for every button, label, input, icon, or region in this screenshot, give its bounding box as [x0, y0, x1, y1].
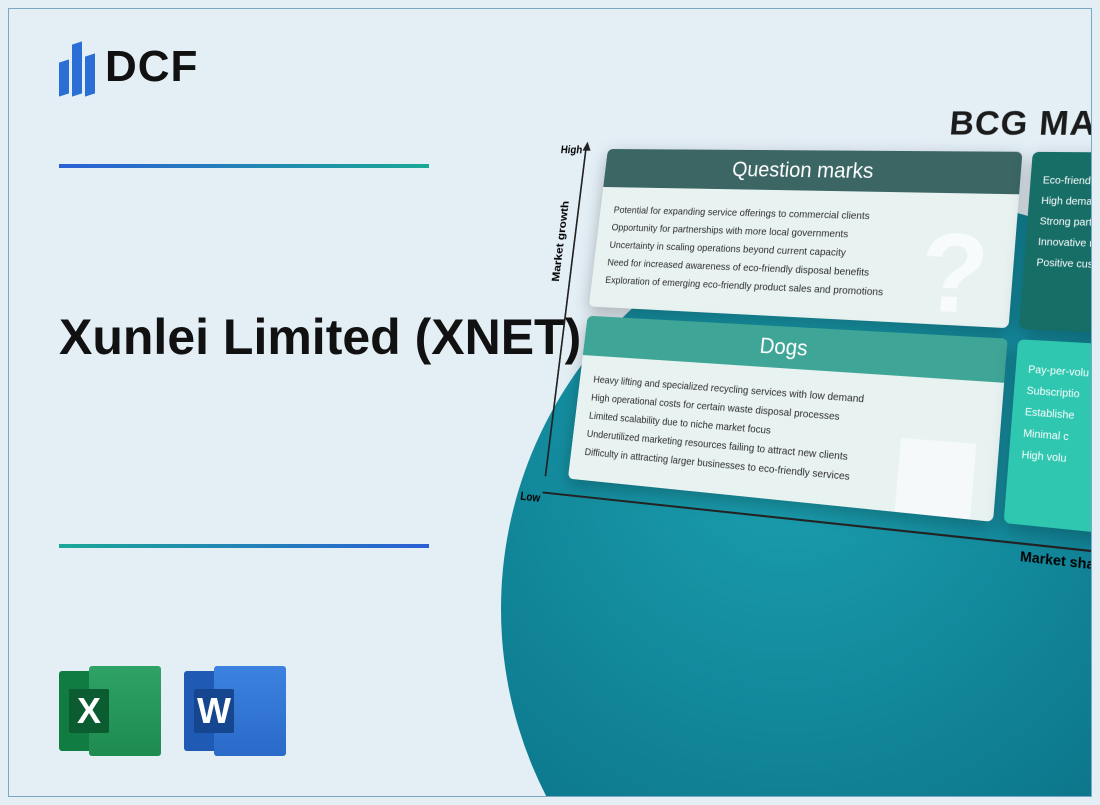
- list-item: Potential for expanding service offering…: [613, 205, 1001, 226]
- brand-logo: DCF: [59, 39, 198, 95]
- card-frame: DCF Xunlei Limited (XNET) X W BCG MATRIX…: [8, 8, 1092, 797]
- matrix-grid: High Low Market growth Market share Ques…: [568, 149, 1092, 541]
- divider-bottom: [59, 544, 429, 548]
- list-item: Positive customer: [1036, 257, 1092, 274]
- company-title: Xunlei Limited (XNET): [59, 309, 581, 367]
- excel-icon[interactable]: X: [59, 661, 159, 761]
- quadrant-question-marks: Question marks ? Potential for expanding…: [589, 149, 1023, 328]
- brand-name: DCF: [105, 42, 198, 92]
- quadrant-cash-partial: Pay-per-volu Subscriptio Establishe Mini…: [1003, 339, 1092, 541]
- list-item: High demand among: [1041, 196, 1092, 210]
- app-icons-row: X W: [59, 661, 284, 761]
- list-item: Establishe: [1024, 407, 1092, 430]
- list-item: Strong partnerships: [1039, 216, 1092, 231]
- logo-bars-icon: [59, 39, 95, 95]
- list-item: High volu: [1021, 449, 1092, 474]
- bcg-matrix: BCG MATRIX High Low Market growth Market…: [568, 104, 1092, 541]
- word-icon[interactable]: W: [184, 661, 284, 761]
- label-high: High: [560, 143, 583, 156]
- list-item: Subscriptio: [1026, 385, 1092, 407]
- list-item: Minimal c: [1023, 428, 1092, 452]
- list-item: Eco-friendly junk remo: [1042, 175, 1092, 188]
- quadrant-stars-partial: Eco-friendly junk remo High demand among…: [1019, 152, 1092, 338]
- list-item: Pay-per-volu: [1028, 364, 1092, 385]
- axis-y-label: Market growth: [549, 201, 571, 282]
- matrix-title: BCG MATRIX: [609, 104, 1092, 145]
- divider-top: [59, 164, 429, 168]
- label-low: Low: [520, 489, 541, 505]
- list-item: Innovative marketi: [1038, 237, 1092, 253]
